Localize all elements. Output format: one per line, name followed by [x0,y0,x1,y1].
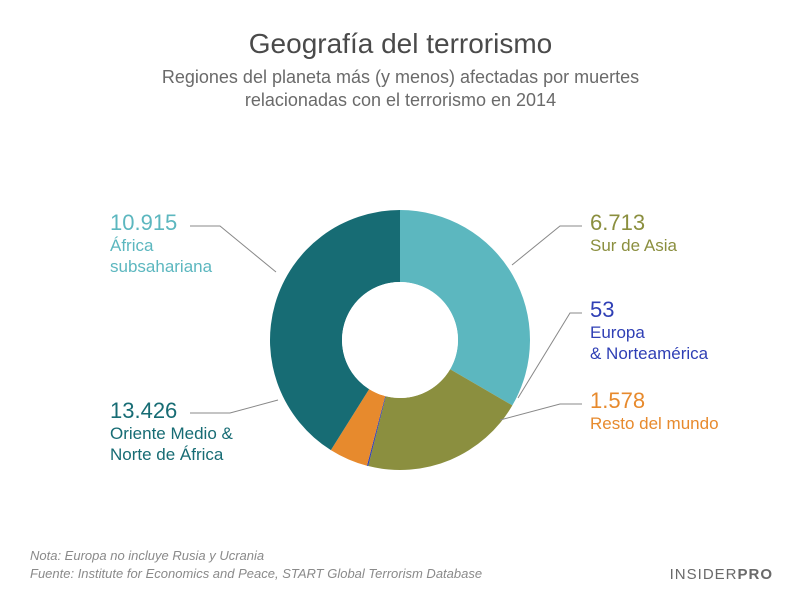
leader-south_asia [512,226,582,265]
leader-rest_of_world [500,404,582,420]
chart-footer: Nota: Europa no incluye Rusia y Ucrania … [30,547,482,583]
label-south_asia: 6.713Sur de Asia [590,210,677,257]
label-name-mena-0: Oriente Medio & [110,424,233,444]
chart-container: Geografía del terrorismo Regiones del pl… [0,0,801,609]
label-rest_of_world: 1.578Resto del mundo [590,388,719,435]
label-name-south_asia-0: Sur de Asia [590,236,677,256]
brand-part1: INSIDER [670,566,738,583]
label-name-europe_northamerica-0: Europa [590,323,708,343]
brand-part2: PRO [737,566,773,583]
brand-logo: INSIDERPRO [670,566,773,583]
label-name-rest_of_world-0: Resto del mundo [590,414,719,434]
label-value-rest_of_world: 1.578 [590,388,645,413]
label-name-mena-1: Norte de África [110,445,233,465]
label-name-subsaharan_africa-0: África [110,236,212,256]
donut-slices [270,210,530,470]
label-mena: 13.426Oriente Medio &Norte de África [110,398,233,465]
label-name-europe_northamerica-1: & Norteamérica [590,344,708,364]
footer-source: Fuente: Institute for Economics and Peac… [30,565,482,583]
donut-hole [342,282,458,398]
label-value-south_asia: 6.713 [590,210,645,235]
label-name-subsaharan_africa-1: subsahariana [110,257,212,277]
label-value-subsaharan_africa: 10.915 [110,210,177,235]
label-value-mena: 13.426 [110,398,177,423]
label-subsaharan_africa: 10.915Áfricasubsahariana [110,210,212,277]
label-europe_northamerica: 53Europa& Norteamérica [590,297,708,364]
footer-note: Nota: Europa no incluye Rusia y Ucrania [30,547,482,565]
label-value-europe_northamerica: 53 [590,297,614,322]
